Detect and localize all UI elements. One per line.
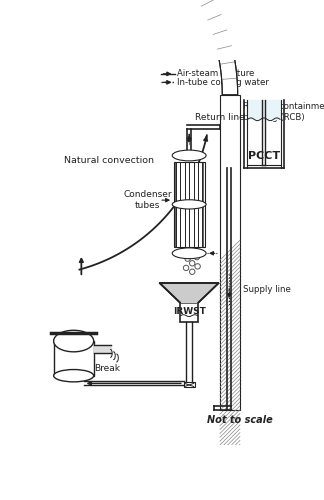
Circle shape [195, 264, 200, 269]
Circle shape [185, 256, 190, 262]
Text: PCCT: PCCT [248, 151, 280, 161]
Text: Return line: Return line [195, 114, 245, 122]
Ellipse shape [172, 200, 206, 209]
Text: Break: Break [94, 364, 120, 373]
Polygon shape [160, 284, 218, 302]
Ellipse shape [172, 248, 206, 258]
Circle shape [190, 260, 195, 266]
Ellipse shape [172, 150, 206, 161]
Polygon shape [30, 0, 238, 94]
Bar [54, 341, 94, 376]
Text: In-tube cooling water: In-tube cooling water [177, 78, 269, 87]
Bar [184, 382, 194, 387]
Ellipse shape [54, 330, 94, 352]
Bar [174, 162, 204, 247]
Circle shape [194, 254, 200, 260]
Text: Supply line: Supply line [243, 285, 291, 294]
Text: Reactor containment
building (RCB): Reactor containment building (RCB) [243, 102, 324, 122]
Ellipse shape [54, 370, 94, 382]
Text: IRWST: IRWST [173, 306, 206, 316]
Bar [180, 302, 198, 322]
Text: Air-steam mixture: Air-steam mixture [177, 70, 254, 78]
Bar [220, 94, 240, 410]
Circle shape [183, 265, 189, 270]
Circle shape [190, 269, 195, 274]
Text: Natural convection: Natural convection [64, 156, 155, 164]
Text: Not to scale: Not to scale [207, 416, 273, 426]
Text: Reactor
vessel: Reactor vessel [57, 357, 90, 376]
Text: Condenser
tubes: Condenser tubes [123, 190, 172, 210]
